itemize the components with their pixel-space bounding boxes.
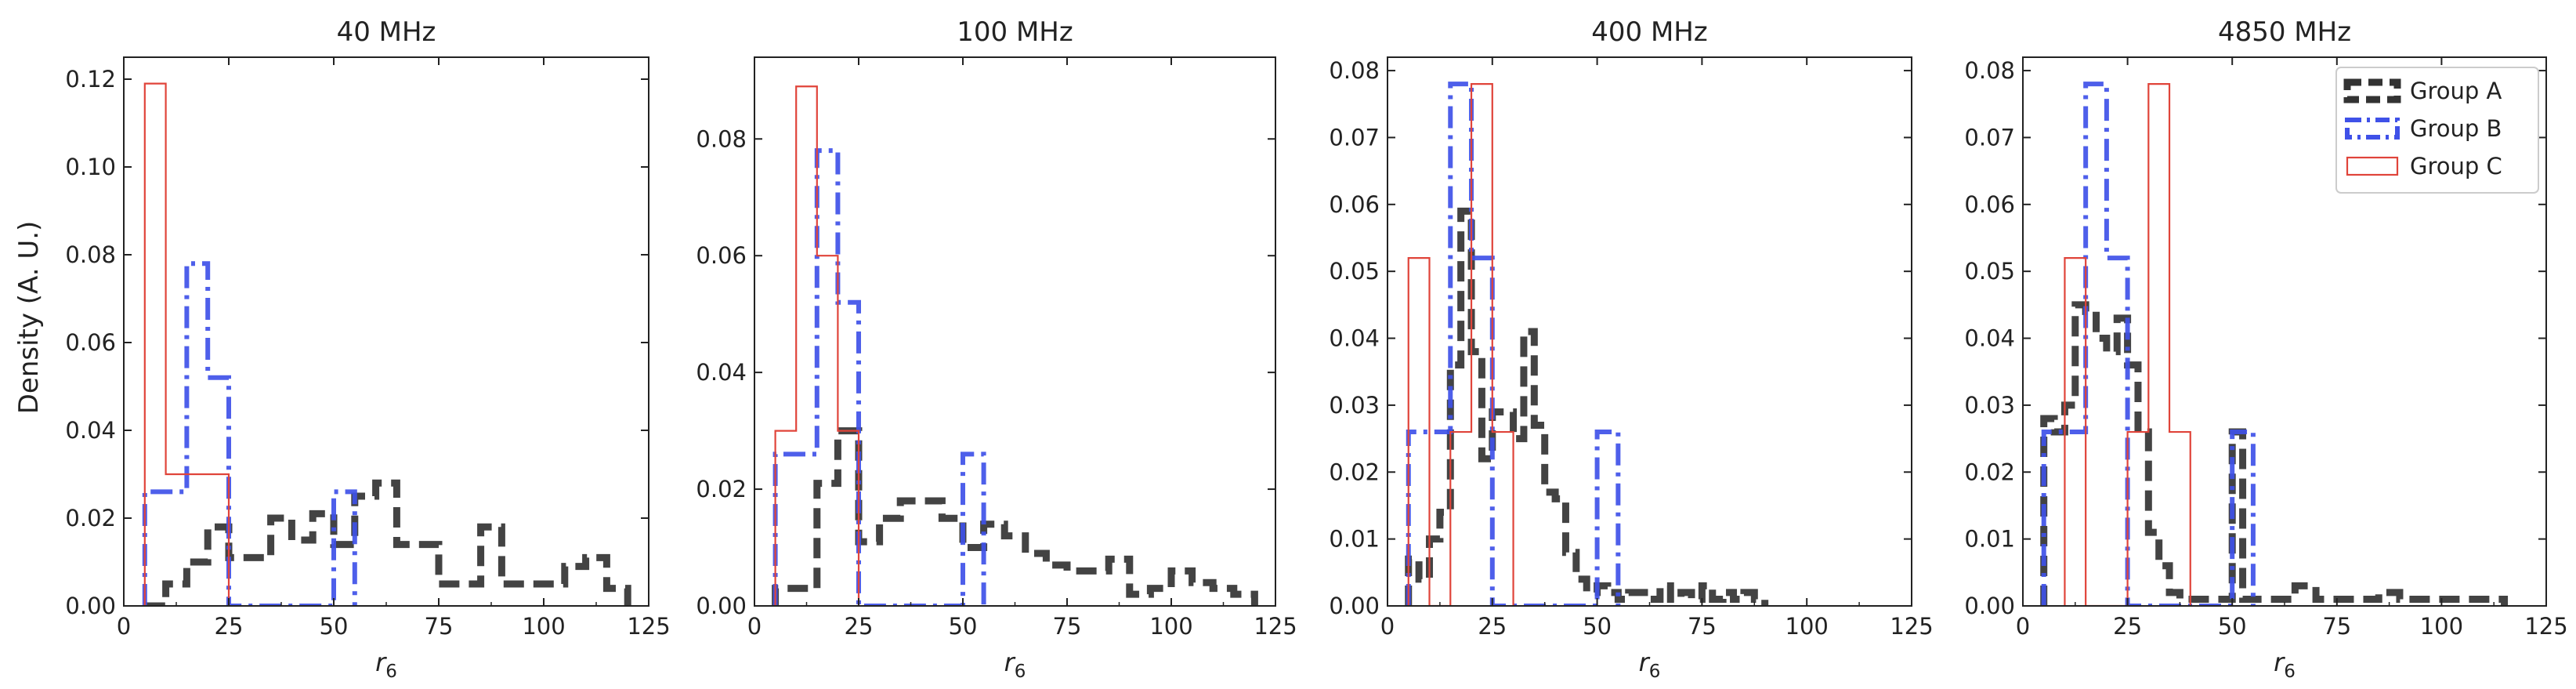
y-tick-label: 0.04 (1329, 325, 1380, 352)
x-axis-label: r6 (375, 647, 397, 682)
y-tick-label: 0.07 (1964, 124, 2015, 150)
x-tick-label: 25 (2113, 613, 2142, 640)
legend: Group A Group B Group C (2335, 67, 2539, 194)
y-tick-label: 0.02 (65, 505, 116, 531)
panel-title: 100 MHz (957, 16, 1073, 48)
x-tick-label: 100 (1149, 613, 1192, 640)
series-group-a (772, 427, 1258, 606)
x-tick-label: 0 (117, 613, 131, 640)
panel-title: 400 MHz (1591, 16, 1707, 48)
panel-title: 40 MHz (337, 16, 436, 48)
x-tick-label: 75 (2322, 613, 2351, 640)
panel-4: 4850 MHz 0 25 50 75 100 125 0.00 0.01 0.02 0.03 0.0… (1964, 16, 2567, 682)
x-tick-label: 125 (1254, 613, 1297, 640)
legend-label: Group A (2410, 78, 2502, 104)
legend-label: Group B (2410, 115, 2502, 142)
x-tick-label: 75 (425, 613, 454, 640)
y-tick-label: 0.00 (696, 593, 747, 619)
y-tick-label: 0.03 (1964, 392, 2015, 419)
legend-item: Group C (2346, 153, 2502, 180)
axes-frame (754, 56, 1276, 607)
x-tick-label: 25 (215, 613, 244, 640)
y-tick-label: 0.08 (1964, 57, 2015, 84)
y-tick-label: 0.05 (1329, 258, 1380, 285)
y-tick-label: 0.01 (1329, 526, 1380, 553)
y-tick-label: 0.02 (1964, 459, 2015, 485)
series-layer (142, 82, 631, 606)
x-tick-label: 25 (1478, 613, 1507, 640)
y-tick-label: 0.04 (65, 417, 116, 444)
y-tick-label: 0.01 (1964, 526, 2015, 553)
x-tick-label: 125 (1890, 613, 1933, 640)
y-tick-label: 0.06 (65, 329, 116, 356)
panel-3: 400 MHz 0 25 50 75 100 125 0.00 0.01 0.02 0.03 0.04… (1329, 16, 1933, 682)
y-tick-label: 0.08 (65, 241, 116, 268)
series-group-b (1406, 82, 1621, 606)
x-tick-label: 0 (1380, 613, 1395, 640)
x-tick-label: 25 (845, 613, 874, 640)
y-tick-label: 0.12 (65, 66, 116, 92)
y-tick-label: 0.08 (696, 125, 747, 152)
x-axis-label: r6 (1639, 647, 1661, 682)
y-tick-label: 0.04 (696, 359, 747, 386)
legend-item: Group A (2343, 78, 2502, 104)
x-tick-label: 100 (522, 613, 565, 640)
series-group-b (142, 261, 357, 606)
series-layer (772, 85, 1258, 606)
legend-swatch (2345, 118, 2400, 140)
y-tick-label: 0.06 (1964, 191, 2015, 218)
axes-frame (123, 56, 649, 607)
series-group-a (2040, 301, 2509, 606)
panels: 40 MHz 0 25 50 75 100 125 0.00 0.02 0.04 0.06 0.08 0… (65, 16, 2567, 682)
legend-swatch (2343, 78, 2401, 103)
x-tick-label: 125 (627, 613, 670, 640)
y-tick-label: 0.05 (1964, 258, 2015, 285)
x-tick-label: 0 (2016, 613, 2030, 640)
x-tick-label: 50 (949, 613, 978, 640)
y-tick-label: 0.03 (1329, 392, 1380, 419)
x-tick-label: 125 (2524, 613, 2567, 640)
figure-ylabel: Density (A. U.) (13, 221, 45, 415)
series-group-c (2064, 83, 2191, 606)
series-group-c (143, 82, 230, 606)
y-tick-label: 0.00 (1329, 593, 1380, 619)
y-tick-label: 0.06 (696, 242, 747, 269)
x-tick-label: 0 (747, 613, 762, 640)
x-tick-label: 100 (1785, 613, 1829, 640)
x-tick-label: 75 (1688, 613, 1717, 640)
series-layer (1405, 82, 1769, 606)
x-tick-label: 50 (320, 613, 349, 640)
legend-label: Group C (2410, 153, 2502, 180)
series-group-b (2041, 82, 2256, 606)
series-group-c (1407, 83, 1514, 606)
panel-2: 100 MHz 0 25 50 75 100 125 0.00 0.02 0.04 0.06 0.08… (696, 16, 1297, 682)
axes-frame (1387, 56, 1912, 607)
x-tick-label: 75 (1053, 613, 1082, 640)
x-tick-label: 50 (2218, 613, 2247, 640)
panel-title: 4850 MHz (2218, 16, 2351, 48)
series-group-a (1405, 207, 1769, 606)
series-group-c (774, 85, 860, 606)
x-axis-label: r6 (1004, 647, 1026, 682)
panel-1: 40 MHz 0 25 50 75 100 125 0.00 0.02 0.04 0.06 0.08 0… (65, 16, 670, 682)
series-group-a (144, 479, 631, 606)
y-tick-label: 0.04 (1964, 325, 2015, 352)
legend-box (2335, 67, 2539, 194)
x-tick-label: 50 (1583, 613, 1612, 640)
x-tick-label: 100 (2420, 613, 2463, 640)
y-tick-label: 0.10 (65, 154, 116, 180)
y-tick-label: 0.00 (1964, 593, 2015, 619)
series-layer (2040, 82, 2509, 606)
x-axis-label: r6 (2274, 647, 2296, 682)
y-tick-label: 0.08 (1329, 57, 1380, 84)
y-tick-label: 0.00 (65, 593, 116, 619)
legend-swatch (2346, 156, 2399, 176)
y-tick-label: 0.02 (696, 476, 747, 502)
y-tick-label: 0.06 (1329, 191, 1380, 218)
y-tick-label: 0.02 (1329, 459, 1380, 485)
legend-item: Group B (2345, 115, 2502, 142)
y-tick-label: 0.07 (1329, 124, 1380, 150)
